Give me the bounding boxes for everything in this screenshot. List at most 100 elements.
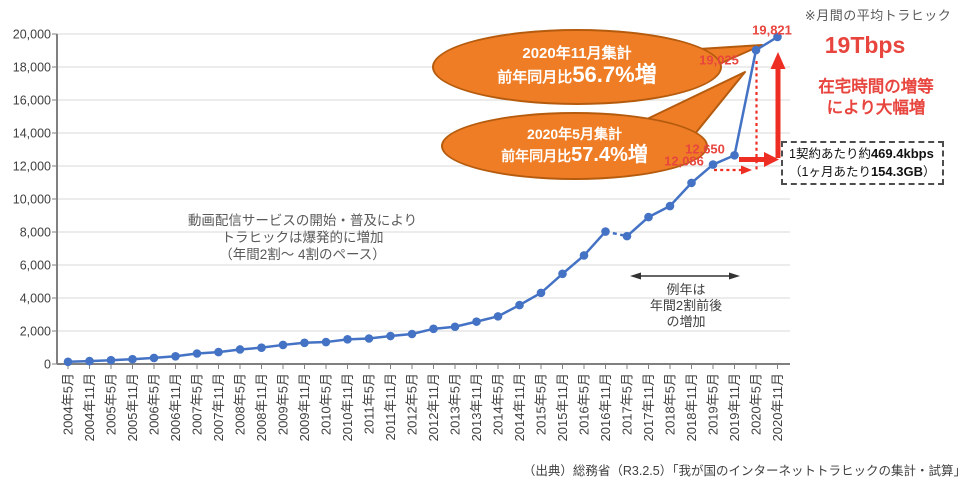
arrow-left-head — [630, 272, 641, 280]
y-axis-label: 6,000 — [20, 259, 51, 273]
x-axis-label: 2006年5月 — [147, 373, 162, 435]
data-point — [450, 322, 460, 332]
data-point — [278, 340, 288, 350]
callout-nov2020-growth-prefix: 前年同月比 — [497, 68, 573, 86]
stay-home-note-line2: により大幅増 — [826, 99, 926, 117]
data-point — [730, 150, 739, 160]
x-axis-label: 2019年5月 — [706, 373, 721, 435]
usual-growth-note: 例年は 年間2割前後 の増加 — [626, 282, 746, 330]
data-point — [622, 231, 632, 241]
data-point — [687, 178, 696, 188]
data-point — [257, 343, 266, 352]
data-point — [235, 345, 245, 354]
x-axis-label: 2016年11月 — [598, 373, 613, 441]
value-label-2019年5月: 12,086 — [664, 153, 704, 169]
callout-bubble-nov2020: 2020年11月集計 前年同月比56.7%増 — [432, 29, 722, 105]
data-point — [214, 347, 223, 357]
callout-may2020-title: 2020年5月集計 — [527, 125, 622, 142]
data-point — [493, 312, 503, 321]
y-axis-label: 14,000 — [13, 127, 51, 141]
x-axis-label: 2013年11月 — [469, 373, 484, 441]
x-axis-label: 2011年11月 — [383, 373, 398, 440]
x-axis-label: 2009年5月 — [276, 373, 291, 435]
x-axis-label: 2004年11月 — [82, 373, 97, 441]
value-label-2020年11月: 19,821 — [752, 22, 792, 38]
y-axis-label: 0 — [44, 358, 51, 372]
per-contract-line2: （1ヶ月あたり154.3GB） — [789, 163, 936, 181]
x-axis-label: 2018年11月 — [684, 373, 699, 441]
data-point — [192, 349, 202, 358]
data-point — [536, 288, 546, 298]
x-axis-label: 2012年11月 — [426, 373, 441, 441]
data-point — [63, 357, 73, 367]
x-axis-label: 2008年5月 — [233, 373, 248, 435]
callout-may2020-growth-prefix: 前年同月比 — [501, 147, 572, 164]
stay-home-note: 在宅時間の増等 により大幅増 — [789, 77, 963, 119]
data-point — [472, 317, 481, 326]
data-point — [407, 329, 417, 339]
usual-growth-note-line1: 例年は — [666, 282, 706, 297]
y-axis-label: 20,000 — [13, 28, 51, 42]
stay-home-note-line1: 在宅時間の増等 — [818, 78, 934, 96]
monthly-average-note: ※月間の平均トラヒック — [804, 8, 952, 23]
x-axis-label: 2018年5月 — [663, 373, 678, 435]
per-contract-line1-value: 469.4kbps — [870, 146, 934, 161]
data-point — [751, 45, 761, 55]
data-point — [601, 227, 610, 236]
x-axis-label: 2010年11月 — [340, 373, 355, 441]
arrow-right-head — [729, 272, 740, 280]
y-axis-label: 2,000 — [20, 325, 51, 339]
x-axis-label: 2014年11月 — [512, 373, 527, 441]
x-axis-label: 2020年5月 — [749, 373, 764, 435]
x-axis-label: 2016年5月 — [577, 373, 592, 435]
data-point — [149, 353, 159, 363]
x-axis-label: 2015年11月 — [555, 373, 570, 441]
x-axis-label: 2007年11月 — [211, 373, 226, 441]
callout-nov2020-growth-pct: 56.7%増 — [572, 61, 657, 87]
x-axis-label: 2020年11月 — [770, 373, 785, 441]
x-axis-label: 2011年5月 — [362, 373, 377, 434]
video-streaming-note: 動画配信サービスの開始・普及により トラヒックは爆発的に増加 （年間2割～ 4割… — [160, 212, 445, 263]
data-point — [128, 354, 137, 364]
video-streaming-note-line2: トラヒックは爆発的に増加 — [221, 230, 384, 245]
x-axis-label: 2008年11月 — [254, 373, 269, 441]
source-note: （出典）総務省（R3.2.5）「我が国のインターネットトラヒックの集計・試算」 — [522, 464, 966, 478]
value-label-2020年5月: 19,025 — [699, 52, 739, 68]
data-point — [558, 269, 567, 279]
data-point — [515, 300, 524, 310]
red-arrow-up-head — [770, 52, 786, 69]
x-axis-label: 2017年11月 — [641, 373, 656, 441]
x-axis-label: 2006年11月 — [168, 373, 183, 441]
y-axis-label: 8,000 — [20, 226, 51, 240]
per-contract-line2-value: 154.3GB — [870, 164, 923, 179]
per-contract-box: 1契約あたり約469.4kbps （1ヶ月あたり154.3GB） — [781, 141, 944, 185]
x-axis-label: 2013年5月 — [448, 373, 463, 435]
data-point — [364, 334, 374, 343]
callout-bubble-may2020: 2020年5月集計 前年同月比57.4%増 — [441, 112, 708, 180]
y-axis-label: 4,000 — [20, 292, 51, 306]
data-point — [429, 324, 438, 334]
data-point — [343, 335, 352, 344]
data-point — [321, 337, 331, 347]
y-axis-label: 10,000 — [13, 193, 51, 207]
per-contract-line1: 1契約あたり約469.4kbps — [789, 145, 936, 163]
red-arrow-right-head — [764, 152, 779, 167]
y-axis-label: 16,000 — [13, 94, 51, 108]
data-point — [106, 355, 116, 365]
video-streaming-note-line1: 動画配信サービスの開始・普及により — [187, 213, 418, 228]
data-point — [708, 160, 718, 169]
x-axis-label: 2007年5月 — [190, 373, 205, 435]
x-axis-label: 2005年11月 — [125, 373, 140, 441]
per-contract-line1-prefix: 1契約あたり約 — [789, 147, 871, 161]
data-point — [171, 351, 180, 361]
data-point — [85, 356, 94, 366]
callout-nov2020-growth: 前年同月比56.7%増 — [497, 61, 657, 90]
x-axis-label: 2012年5月 — [405, 373, 420, 435]
callout-may2020-growth-pct: 57.4%増 — [571, 143, 648, 166]
19tbps-label: 19Tbps — [824, 32, 906, 58]
data-point — [665, 201, 675, 211]
callout-nov2020-title: 2020年11月集計 — [522, 44, 632, 62]
x-axis-label: 2014年5月 — [491, 373, 506, 435]
y-axis-label: 18,000 — [13, 61, 51, 75]
